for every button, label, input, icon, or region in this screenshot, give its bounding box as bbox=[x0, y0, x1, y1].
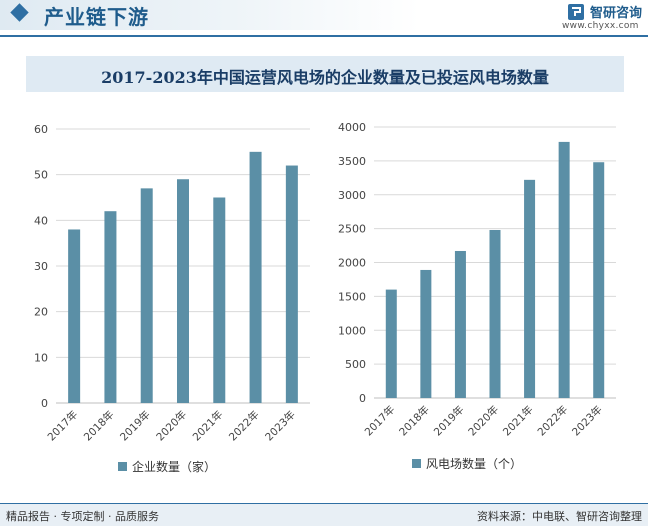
enterprise-x-tick-label: 2023年 bbox=[262, 408, 298, 444]
chart-title-box: 2017-2023年中国运营风电场的企业数量及已投运风电场数量 bbox=[26, 56, 624, 92]
enterprise-bar bbox=[104, 211, 117, 403]
windfarm-y-tick-label: 2000 bbox=[338, 257, 366, 270]
windfarm-y-tick-label: 3000 bbox=[338, 189, 366, 202]
brand-logo-icon bbox=[568, 4, 584, 20]
windfarm-bar bbox=[489, 229, 501, 398]
footer-source: 资料来源：中电联、智研咨询整理 bbox=[477, 510, 642, 523]
enterprise-x-tick-label: 2022年 bbox=[226, 408, 262, 444]
enterprise-bar bbox=[213, 197, 226, 403]
windfarm-y-tick-label: 3500 bbox=[338, 155, 366, 168]
enterprise-y-tick-label: 0 bbox=[41, 397, 48, 410]
windfarm-bar bbox=[454, 250, 466, 398]
enterprise-bar bbox=[249, 151, 262, 403]
enterprise-legend-label: 企业数量（家） bbox=[132, 459, 216, 474]
windfarm-legend-label: 风电场数量（个） bbox=[426, 456, 522, 471]
chart-title: 2017-2023年中国运营风电场的企业数量及已投运风电场数量 bbox=[101, 68, 549, 87]
windfarm-legend-swatch bbox=[412, 459, 421, 468]
enterprise-x-tick-label: 2020年 bbox=[154, 408, 190, 444]
enterprise-y-tick-label: 10 bbox=[34, 351, 48, 364]
enterprise-y-tick-label: 30 bbox=[34, 260, 48, 273]
windfarm-x-tick-label: 2021年 bbox=[500, 403, 536, 439]
windfarm-y-tick-label: 500 bbox=[345, 358, 366, 371]
windfarm-x-tick-label: 2017年 bbox=[362, 403, 398, 439]
enterprise-bar bbox=[285, 165, 298, 403]
windfarm-x-tick-label: 2023年 bbox=[569, 403, 605, 439]
enterprise-x-tick-label: 2017年 bbox=[45, 408, 81, 444]
enterprise-bar bbox=[177, 179, 189, 403]
enterprise-bar bbox=[68, 229, 81, 403]
windfarm-bar bbox=[420, 269, 432, 398]
enterprise-y-tick-label: 60 bbox=[34, 123, 48, 136]
windfarm-y-tick-label: 4000 bbox=[338, 121, 366, 134]
windfarm-x-tick-label: 2022年 bbox=[535, 403, 571, 439]
windfarm-bar bbox=[558, 141, 570, 398]
page-footer: 精品报告 · 专项定制 · 品质服务 资料来源：中电联、智研咨询整理 bbox=[0, 503, 648, 526]
enterprise-x-tick-label: 2019年 bbox=[117, 408, 153, 444]
windfarm-y-tick-label: 1500 bbox=[338, 290, 366, 303]
enterprise-x-tick-label: 2018年 bbox=[81, 408, 117, 444]
windfarm-x-tick-label: 2020年 bbox=[466, 403, 502, 439]
windfarm-y-tick-label: 1000 bbox=[338, 324, 366, 337]
enterprise-bar bbox=[140, 188, 153, 403]
windfarm-x-tick-label: 2019年 bbox=[431, 403, 467, 439]
brand-name: 智研咨询 bbox=[590, 6, 643, 21]
enterprise-y-tick-label: 20 bbox=[34, 306, 48, 319]
enterprise-y-tick-label: 50 bbox=[34, 169, 48, 182]
footer-slogan: 精品报告 · 专项定制 · 品质服务 bbox=[6, 510, 159, 523]
enterprise-x-tick-label: 2021年 bbox=[190, 408, 226, 444]
page-title: 产业链下游 bbox=[44, 5, 149, 29]
windfarm-bar bbox=[385, 289, 397, 398]
enterprise-legend-swatch bbox=[118, 462, 127, 471]
windfarm-x-tick-label: 2018年 bbox=[396, 403, 432, 439]
page-header: 产业链下游 智研咨询 www.chyxx.com bbox=[0, 0, 648, 37]
windfarm-bar bbox=[524, 179, 536, 398]
header-band bbox=[0, 0, 420, 30]
brand-url: www.chyxx.com bbox=[562, 21, 639, 31]
windfarm-y-tick-label: 2500 bbox=[338, 223, 366, 236]
header-divider bbox=[0, 35, 648, 37]
enterprise-y-tick-label: 40 bbox=[34, 214, 48, 227]
windfarm-bar bbox=[593, 162, 605, 398]
windfarm-y-tick-label: 0 bbox=[359, 392, 366, 405]
